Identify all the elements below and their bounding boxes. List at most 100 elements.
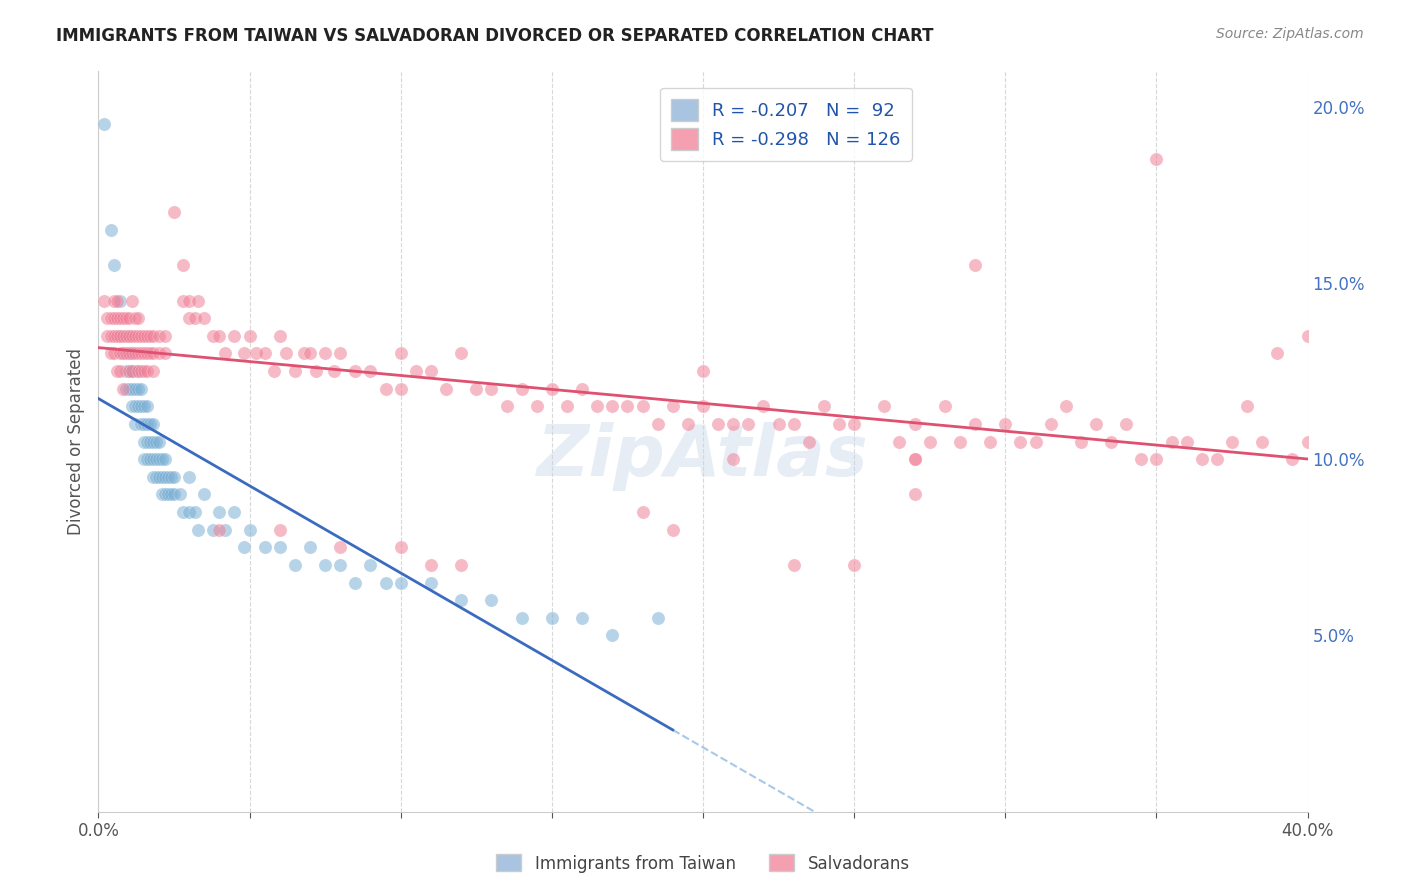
Point	[142, 470, 165, 484]
Point	[783, 417, 806, 431]
Point	[193, 311, 215, 326]
Point	[93, 293, 115, 308]
Point	[540, 382, 562, 396]
Point	[994, 417, 1017, 431]
Point	[135, 364, 157, 378]
Point	[179, 293, 201, 308]
Point	[873, 399, 896, 413]
Point	[450, 346, 472, 360]
Point	[208, 328, 231, 343]
Point	[1099, 434, 1122, 449]
Point	[1039, 417, 1062, 431]
Point	[360, 558, 382, 572]
Point	[163, 487, 186, 501]
Point	[450, 593, 472, 607]
Point	[121, 346, 143, 360]
Point	[768, 417, 790, 431]
Point	[153, 487, 176, 501]
Point	[135, 328, 157, 343]
Point	[124, 328, 146, 343]
Point	[118, 328, 141, 343]
Point	[274, 346, 297, 360]
Point	[153, 470, 176, 484]
Point	[269, 523, 291, 537]
Point	[156, 487, 179, 501]
Point	[145, 434, 167, 449]
Point	[118, 364, 141, 378]
Point	[284, 558, 307, 572]
Point	[1296, 328, 1319, 343]
Point	[172, 258, 194, 272]
Point	[1220, 434, 1243, 449]
Point	[1251, 434, 1274, 449]
Point	[121, 346, 143, 360]
Point	[329, 346, 352, 360]
Point	[103, 293, 125, 308]
Legend: R = -0.207   N =  92, R = -0.298   N = 126: R = -0.207 N = 92, R = -0.298 N = 126	[659, 87, 911, 161]
Point	[150, 452, 173, 467]
Point	[121, 364, 143, 378]
Point	[105, 293, 128, 308]
Point	[918, 434, 941, 449]
Point	[323, 364, 346, 378]
Point	[420, 364, 443, 378]
Point	[1191, 452, 1213, 467]
Point	[114, 328, 136, 343]
Point	[148, 470, 170, 484]
Point	[145, 470, 167, 484]
Point	[135, 434, 157, 449]
Point	[148, 434, 170, 449]
Point	[105, 364, 128, 378]
Point	[132, 399, 155, 413]
Point	[208, 523, 231, 537]
Point	[797, 434, 820, 449]
Point	[1024, 434, 1046, 449]
Point	[179, 470, 201, 484]
Point	[100, 346, 122, 360]
Point	[105, 328, 128, 343]
Point	[245, 346, 267, 360]
Point	[586, 399, 609, 413]
Point	[124, 417, 146, 431]
Point	[160, 487, 183, 501]
Point	[329, 541, 352, 555]
Point	[142, 364, 165, 378]
Point	[707, 417, 730, 431]
Point	[187, 293, 209, 308]
Point	[571, 611, 593, 625]
Point	[150, 487, 173, 501]
Point	[676, 417, 699, 431]
Point	[129, 417, 152, 431]
Point	[299, 541, 322, 555]
Point	[1130, 452, 1153, 467]
Point	[135, 452, 157, 467]
Point	[1296, 434, 1319, 449]
Point	[108, 364, 131, 378]
Point	[1281, 452, 1303, 467]
Point	[783, 558, 806, 572]
Point	[374, 575, 396, 590]
Point	[124, 399, 146, 413]
Point	[263, 364, 285, 378]
Point	[103, 328, 125, 343]
Point	[1115, 417, 1137, 431]
Point	[118, 346, 141, 360]
Point	[142, 434, 165, 449]
Point	[1010, 434, 1032, 449]
Point	[132, 452, 155, 467]
Point	[127, 364, 149, 378]
Point	[105, 311, 128, 326]
Point	[145, 452, 167, 467]
Point	[118, 382, 141, 396]
Point	[184, 311, 207, 326]
Point	[118, 364, 141, 378]
Point	[108, 293, 131, 308]
Point	[118, 346, 141, 360]
Point	[150, 470, 173, 484]
Point	[163, 470, 186, 484]
Point	[139, 417, 162, 431]
Point	[214, 346, 236, 360]
Point	[118, 328, 141, 343]
Point	[163, 205, 186, 219]
Point	[129, 346, 152, 360]
